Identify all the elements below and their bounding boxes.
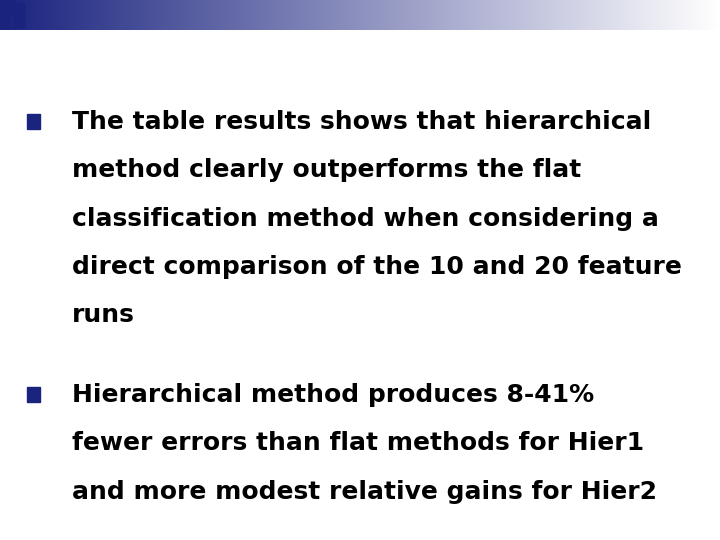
Text: classification method when considering a: classification method when considering a [72,206,659,231]
Text: runs: runs [72,303,135,327]
Bar [0,16,9,30]
Bar [27,114,40,129]
Text: and more modest relative gains for Hier2: and more modest relative gains for Hier2 [72,480,657,503]
Text: The table results shows that hierarchical: The table results shows that hierarchica… [72,110,652,133]
Text: Hierarchical method produces 8-41%: Hierarchical method produces 8-41% [72,382,594,407]
Bar [0,0,13,14]
Bar [27,387,40,402]
Text: fewer errors than flat methods for Hier1: fewer errors than flat methods for Hier1 [72,431,644,455]
Text: method clearly outperforms the flat: method clearly outperforms the flat [72,158,581,182]
Bar [14,3,24,26]
Text: direct comparison of the 10 and 20 feature: direct comparison of the 10 and 20 featu… [72,255,682,279]
